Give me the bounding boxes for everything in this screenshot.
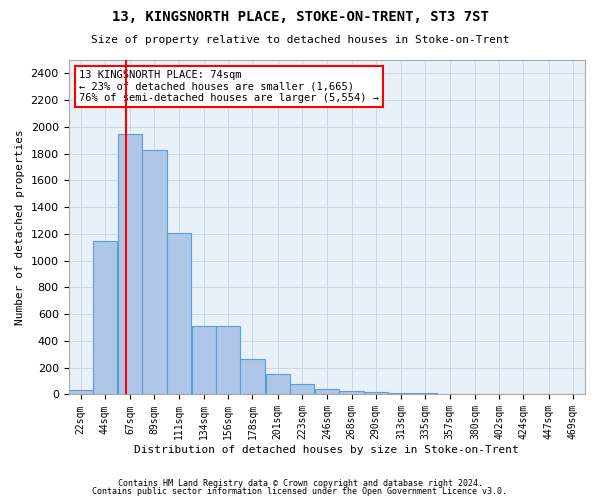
Bar [266,374,290,394]
Text: 13, KINGSNORTH PLACE, STOKE-ON-TRENT, ST3 7ST: 13, KINGSNORTH PLACE, STOKE-ON-TRENT, ST… [112,10,488,24]
X-axis label: Distribution of detached houses by size in Stoke-on-Trent: Distribution of detached houses by size … [134,445,519,455]
Bar [216,326,241,394]
Bar [68,390,93,394]
Bar [167,232,191,394]
Text: Size of property relative to detached houses in Stoke-on-Trent: Size of property relative to detached ho… [91,35,509,45]
Bar [290,384,314,394]
Bar [315,389,340,394]
Bar [93,240,117,394]
Bar [340,391,364,394]
Text: Contains public sector information licensed under the Open Government Licence v3: Contains public sector information licen… [92,487,508,496]
Text: Contains HM Land Registry data © Crown copyright and database right 2024.: Contains HM Land Registry data © Crown c… [118,478,482,488]
Bar [118,134,142,394]
Y-axis label: Number of detached properties: Number of detached properties [15,130,25,325]
Bar [142,150,167,394]
Bar [389,393,413,394]
Bar [192,326,216,394]
Bar [241,359,265,394]
Bar [364,392,388,394]
Text: 13 KINGSNORTH PLACE: 74sqm
← 23% of detached houses are smaller (1,665)
76% of s: 13 KINGSNORTH PLACE: 74sqm ← 23% of deta… [79,70,379,103]
